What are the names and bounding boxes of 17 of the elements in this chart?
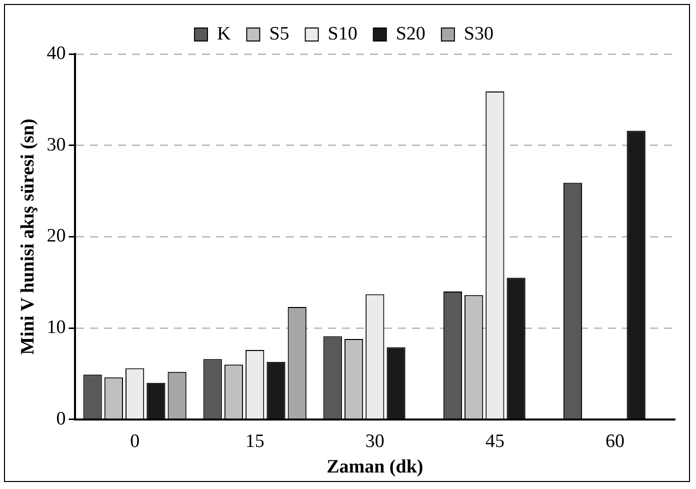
x-tick-label: 30 [365, 430, 384, 452]
x-axis-title: Zaman (dk) [326, 456, 424, 478]
x-tick-label: 0 [130, 430, 140, 452]
legend-label: S10 [328, 23, 358, 44]
y-tick-label: 0 [56, 408, 66, 430]
x-tick-label: 15 [245, 430, 264, 452]
y-axis-title: Mini V hunisi akış süresi (sn) [17, 118, 38, 355]
y-tick-label: 40 [46, 42, 66, 64]
x-tick-label: 60 [605, 430, 624, 452]
legend-label: K [217, 23, 232, 44]
legend-label: S20 [396, 23, 426, 44]
y-tick-label: 10 [46, 317, 66, 338]
y-tick-label: 20 [46, 226, 66, 247]
x-tick-label: 45 [485, 430, 504, 452]
legend-label: S5 [269, 23, 290, 44]
legend-label: S30 [464, 23, 494, 44]
y-tick-label: 30 [46, 134, 66, 156]
